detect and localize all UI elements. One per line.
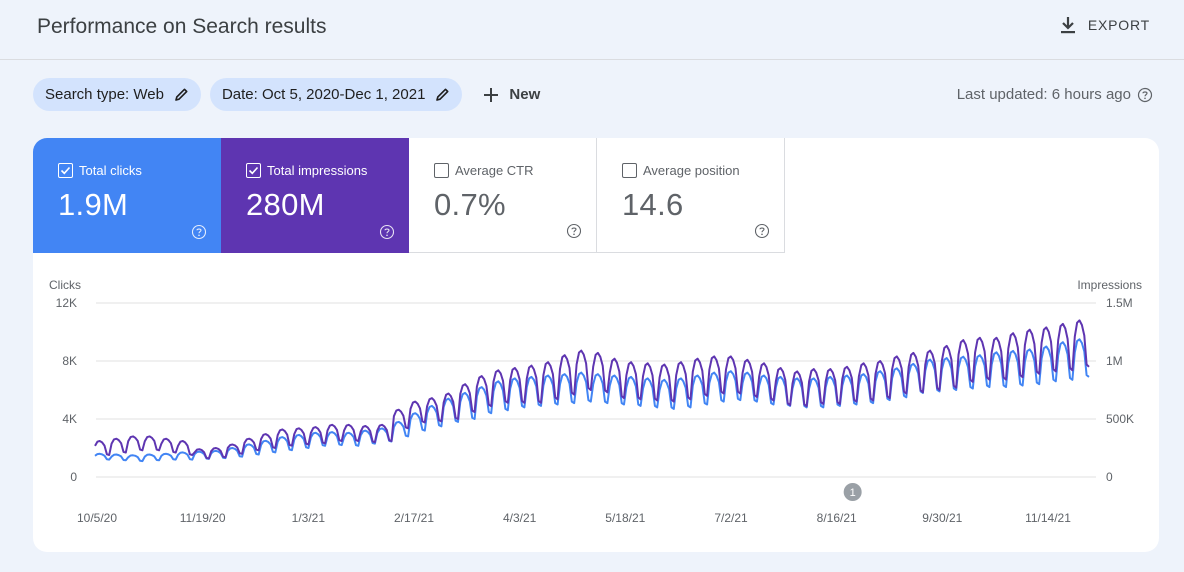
- right-tick-label: 500K: [1106, 412, 1134, 426]
- metric-label: Total clicks: [79, 163, 142, 178]
- metric-value: 1.9M: [58, 187, 129, 222]
- right-tick-label: 1.5M: [1106, 296, 1133, 310]
- checkbox-icon[interactable]: [246, 163, 261, 178]
- series-line-impressions: [94, 319, 1090, 460]
- page-title: Performance on Search results: [37, 15, 327, 38]
- x-tick-label: 8/16/21: [817, 511, 857, 525]
- metric-average-ctr[interactable]: Average CTR 0.7%: [409, 138, 597, 253]
- right-tick-label: 0: [1106, 470, 1113, 484]
- checkbox-icon[interactable]: [622, 163, 637, 178]
- help-icon[interactable]: [566, 223, 582, 239]
- left-tick-label: 12K: [56, 296, 77, 310]
- new-filter-button[interactable]: New: [483, 86, 540, 103]
- metric-label: Total impressions: [267, 163, 368, 178]
- last-updated: Last updated: 6 hours ago: [957, 86, 1153, 103]
- help-icon[interactable]: [379, 224, 395, 240]
- right-axis-label: Impressions: [1077, 278, 1142, 292]
- export-label: EXPORT: [1087, 17, 1150, 33]
- left-tick-label: 0: [70, 470, 77, 484]
- metric-value: 280M: [246, 187, 325, 222]
- help-icon[interactable]: [191, 224, 207, 240]
- x-tick-label: 7/2/21: [714, 511, 748, 525]
- performance-chart[interactable]: Clicks Impressions 12K 1.5M 8K 1M 4K 500K 0 0 1…: [33, 138, 1159, 552]
- x-tick-label: 1/3/21: [292, 511, 326, 525]
- checkbox-icon[interactable]: [434, 163, 449, 178]
- export-button[interactable]: EXPORT: [1060, 16, 1150, 34]
- download-icon: [1060, 17, 1075, 34]
- metric-average-position[interactable]: Average position 14.6: [597, 138, 785, 253]
- new-filter-label: New: [509, 86, 541, 103]
- annotation-marker[interactable]: 1: [843, 483, 862, 501]
- left-axis-label: Clicks: [49, 278, 81, 292]
- date-range-chip[interactable]: Date: Oct 5, 2020-Dec 1, 2021: [209, 78, 463, 111]
- plus-icon: [484, 87, 499, 102]
- help-icon[interactable]: [754, 223, 770, 239]
- metric-value: 14.6: [622, 187, 684, 222]
- checkbox-icon[interactable]: [58, 163, 73, 178]
- metric-total-clicks[interactable]: Total clicks 1.9M: [33, 138, 221, 253]
- x-tick-label: 5/18/21: [605, 511, 645, 525]
- search-type-label: Search type: Web: [45, 86, 164, 103]
- last-updated-text: Last updated: 6 hours ago: [956, 86, 1131, 103]
- performance-card: Total clicks 1.9M Total impressions 280M…: [33, 138, 1159, 552]
- metric-total-impressions[interactable]: Total impressions 280M: [221, 138, 409, 253]
- x-tick-label: 4/3/21: [503, 511, 537, 525]
- left-tick-label: 8K: [62, 354, 77, 368]
- help-icon[interactable]: [1137, 87, 1153, 103]
- page-header: Performance on Search results EXPORT: [0, 0, 1184, 60]
- date-range-label: Date: Oct 5, 2020-Dec 1, 2021: [221, 86, 426, 103]
- annotation-label: 1: [850, 487, 856, 499]
- metric-value: 0.7%: [434, 187, 506, 222]
- x-tick-label: 10/5/20: [77, 511, 117, 525]
- filter-bar: Search type: Web Date: Oct 5, 2020-Dec 1…: [33, 78, 540, 111]
- x-tick-label: 9/30/21: [922, 511, 962, 525]
- x-tick-label: 2/17/21: [394, 511, 434, 525]
- left-tick-label: 4K: [62, 412, 77, 426]
- edit-pencil-icon: [175, 88, 188, 101]
- right-tick-label: 1M: [1106, 354, 1123, 368]
- x-tick-label: 11/19/20: [180, 511, 226, 525]
- search-type-chip[interactable]: Search type: Web: [33, 78, 201, 111]
- metric-label: Average CTR: [455, 163, 534, 178]
- x-tick-label: 11/14/21: [1025, 511, 1071, 525]
- edit-pencil-icon: [436, 88, 449, 101]
- metric-label: Average position: [643, 163, 740, 178]
